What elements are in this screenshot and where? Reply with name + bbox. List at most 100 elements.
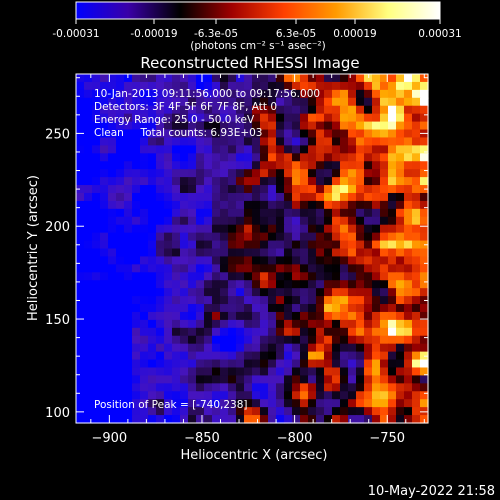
heatmap-cell [260,137,269,146]
heatmap-cell [108,311,117,321]
heatmap-cell [396,375,405,384]
heatmap-cell [340,399,349,408]
heatmap-cell [380,335,389,345]
heatmap-cell [380,288,389,297]
heatmap-cell [188,113,197,123]
heatmap-cell [188,343,197,353]
heatmap-cell [180,97,189,107]
heatmap-cell [132,248,141,258]
heatmap-cell [164,288,173,297]
heatmap-cell [116,327,125,337]
heatmap-cell [276,327,285,337]
heatmap-cell [84,367,93,377]
heatmap-cell [276,304,285,313]
heatmap-cell [100,113,109,123]
heatmap-cell [196,272,205,281]
heatmap-cell [244,351,253,361]
heatmap-cell [404,137,413,146]
heatmap-cell [100,224,109,234]
heatmap-cell [332,153,341,162]
heatmap-cell [172,97,181,107]
heatmap-cell [356,240,365,250]
heatmap-cell [156,399,165,408]
heatmap-cell [228,399,237,408]
heatmap-cell [196,311,205,321]
heatmap-cell [244,272,253,281]
heatmap-cell [100,296,109,305]
heatmap-cell [148,113,157,123]
heatmap-cell [412,327,421,337]
heatmap-cell [308,216,317,226]
heatmap-cell [164,351,173,361]
heatmap-cell [348,359,357,369]
heatmap-cell [396,161,405,170]
heatmap-cell [324,272,333,281]
heatmap-cell [236,200,245,210]
heatmap-cell [420,192,429,202]
heatmap-cell [236,81,245,91]
heatmap-cell [396,177,405,186]
heatmap-cell [220,192,229,202]
heatmap-cell [316,137,325,146]
heatmap-cell [140,200,149,210]
heatmap-cell [404,343,413,353]
heatmap-cell [332,185,341,194]
heatmap-cell [244,359,253,369]
heatmap-cell [108,192,117,202]
heatmap-cell [244,248,253,258]
heatmap-cell [396,232,405,242]
heatmap-cell [180,399,189,408]
heatmap-cell [164,169,173,178]
heatmap-cell [140,240,149,250]
heatmap-cell [412,185,421,194]
heatmap-cell [116,97,125,107]
heatmap-cell [180,177,189,186]
heatmap-cell [300,129,309,139]
heatmap-cell [252,169,261,178]
heatmap-cell [372,335,381,345]
heatmap-cell [172,280,181,289]
heatmap-cell [148,137,157,146]
heatmap-cell [412,137,421,146]
heatmap-cell [252,399,261,408]
heatmap-cell [316,319,325,329]
heatmap-cell [236,359,245,369]
heatmap-cell [116,200,125,210]
heatmap-cell [308,161,317,170]
heatmap-cell [372,208,381,218]
heatmap-cell [340,383,349,392]
heatmap-cell [164,224,173,234]
heatmap-cell [260,240,269,250]
heatmap-cell [180,216,189,226]
heatmap-cell [396,169,405,178]
heatmap-cell [340,272,349,281]
heatmap-cell [124,89,133,99]
heatmap-cell [180,121,189,131]
heatmap-cell [116,383,125,392]
heatmap-cell [156,264,165,273]
heatmap-cell [180,105,189,115]
heatmap-cell [220,74,229,83]
heatmap-cell [132,272,141,281]
heatmap-cell [380,208,389,218]
heatmap-cell [404,232,413,242]
heatmap-cell [300,161,309,170]
heatmap-cell [204,200,213,210]
heatmap-cell [228,105,237,115]
heatmap-cell [340,129,349,139]
heatmap-cell [108,74,117,83]
heatmap-cell [116,145,125,154]
heatmap-cell [108,200,117,210]
heatmap-cell [412,375,421,384]
heatmap-cell [100,280,109,289]
heatmap-cell [332,161,341,170]
heatmap-cell [116,89,125,99]
heatmap-cell [308,121,317,131]
heatmap-cell [220,153,229,162]
heatmap-cell [212,351,221,361]
heatmap-cell [100,272,109,281]
heatmap-cell [276,240,285,250]
heatmap-cell [244,256,253,265]
heatmap-cell [388,399,397,408]
heatmap-cell [412,407,421,416]
